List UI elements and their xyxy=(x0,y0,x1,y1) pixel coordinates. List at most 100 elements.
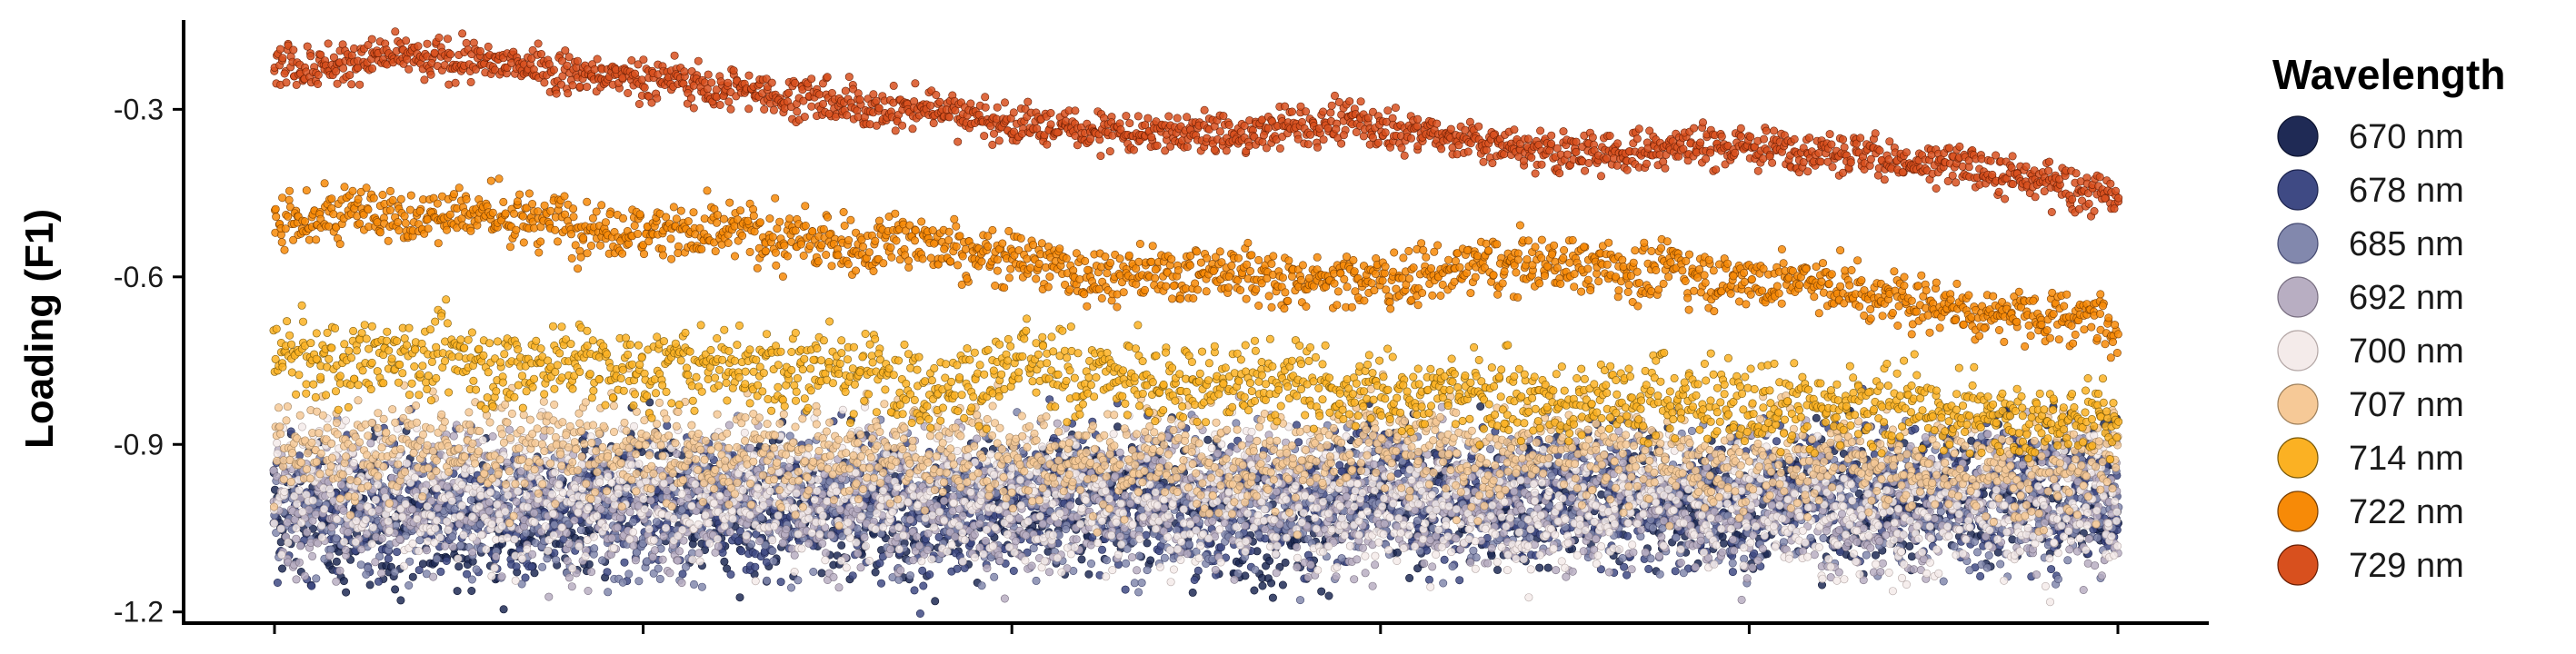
data-point xyxy=(415,536,424,545)
data-point xyxy=(776,578,785,587)
data-point xyxy=(1143,566,1152,575)
data-point xyxy=(1317,587,1326,596)
data-point xyxy=(654,564,663,573)
data-point xyxy=(720,557,729,566)
data-point xyxy=(1032,576,1041,585)
data-point xyxy=(1324,591,1333,600)
data-point xyxy=(404,580,414,590)
data-point xyxy=(396,596,405,605)
data-point xyxy=(1296,596,1305,605)
data-point xyxy=(332,557,341,566)
data-point xyxy=(1084,570,1093,579)
data-point xyxy=(1254,530,1263,540)
data-point xyxy=(652,517,661,526)
data-point xyxy=(681,562,690,571)
data-point xyxy=(1146,556,1155,565)
data-point xyxy=(1658,524,1667,533)
data-point xyxy=(1620,562,1629,571)
data-point xyxy=(689,580,698,589)
data-point xyxy=(1258,581,1267,590)
data-point xyxy=(1423,546,1432,555)
data-point xyxy=(527,562,536,571)
data-point xyxy=(550,520,559,530)
data-point xyxy=(628,518,637,527)
data-point xyxy=(634,577,644,586)
data-point xyxy=(1679,569,1688,578)
data-point xyxy=(1250,586,1259,595)
data-point xyxy=(2047,565,2056,574)
data-point xyxy=(1405,573,1414,582)
data-point xyxy=(390,568,399,577)
data-point xyxy=(467,575,476,584)
data-point xyxy=(472,565,481,574)
data-point xyxy=(433,554,442,563)
data-point xyxy=(1143,539,1152,548)
data-point xyxy=(1493,565,1503,574)
data-point xyxy=(756,513,765,522)
data-point xyxy=(1281,558,1290,567)
data-point xyxy=(374,577,383,586)
data-point xyxy=(603,568,612,577)
data-point xyxy=(1098,545,1107,554)
data-point xyxy=(751,562,760,571)
data-point xyxy=(1618,553,1627,562)
data-point xyxy=(1728,568,1737,577)
data-point xyxy=(1872,550,1881,560)
data-point xyxy=(365,580,374,590)
data-point xyxy=(604,588,613,597)
data-point xyxy=(1469,546,1478,555)
data-point xyxy=(918,566,927,575)
data-point xyxy=(762,558,771,567)
data-point xyxy=(1772,437,1782,446)
data-point xyxy=(735,593,744,602)
data-point xyxy=(1029,544,1038,553)
data-point xyxy=(663,421,672,431)
data-point xyxy=(768,546,777,555)
data-point xyxy=(339,577,348,586)
data-point xyxy=(499,605,508,614)
data-point xyxy=(456,541,465,550)
data-point xyxy=(876,579,885,588)
data-point xyxy=(1425,575,1434,584)
data-point xyxy=(1486,444,1495,453)
data-point xyxy=(1439,579,1448,588)
data-point xyxy=(786,583,795,592)
data-point xyxy=(467,586,476,595)
data-point xyxy=(1719,539,1728,548)
data-point xyxy=(552,555,561,564)
data-point xyxy=(543,554,552,563)
data-point xyxy=(1687,426,1696,435)
data-point xyxy=(466,496,475,505)
data-point xyxy=(307,581,316,590)
data-point xyxy=(1077,555,1086,564)
data-point xyxy=(448,532,457,541)
data-point xyxy=(1267,579,1276,588)
data-point xyxy=(454,562,464,571)
data-point xyxy=(1121,585,1130,594)
data-point xyxy=(1184,540,1193,549)
data-point xyxy=(1448,562,1457,571)
data-point xyxy=(277,564,286,573)
data-point xyxy=(442,556,451,565)
data-point xyxy=(1644,564,1653,573)
data-point xyxy=(1905,541,1914,550)
data-point xyxy=(312,574,321,583)
data-point xyxy=(1135,551,1144,560)
data-point xyxy=(618,578,627,587)
data-point xyxy=(576,525,585,534)
data-point xyxy=(1278,580,1287,590)
data-point xyxy=(1113,422,1123,431)
data-point xyxy=(332,534,341,543)
data-point xyxy=(538,562,547,571)
data-point xyxy=(1062,525,1071,534)
data-point xyxy=(1137,579,1146,588)
data-point xyxy=(848,571,857,580)
data-point xyxy=(1455,576,1464,585)
data-point xyxy=(1440,555,1449,564)
data-point xyxy=(1525,533,1534,542)
data-point xyxy=(1976,571,1985,580)
data-point xyxy=(655,574,664,583)
data-point xyxy=(1535,563,1544,572)
data-point xyxy=(931,597,940,606)
